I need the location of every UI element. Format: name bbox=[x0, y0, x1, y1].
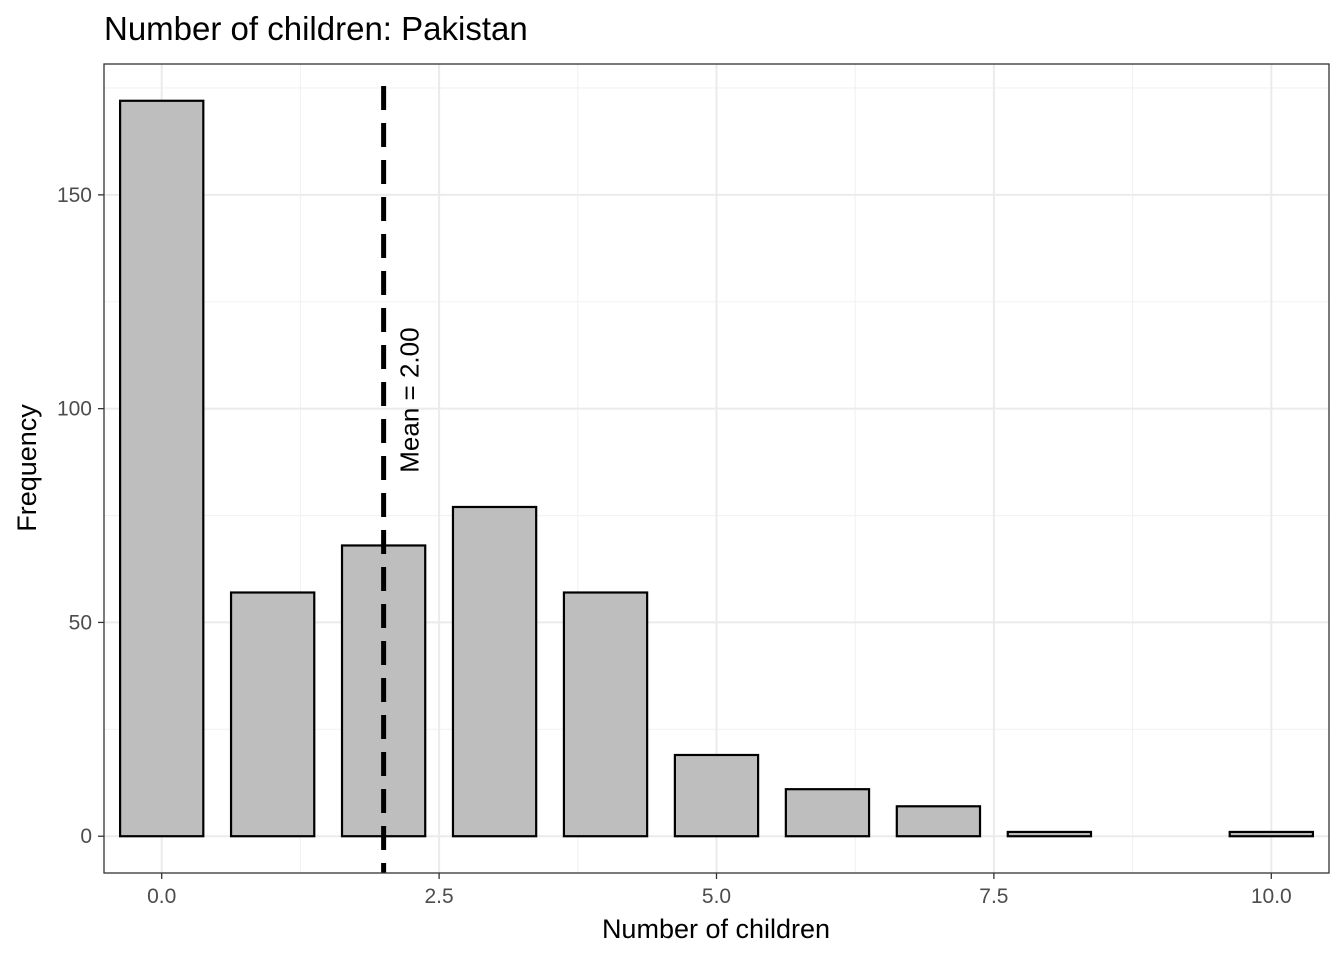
x-tick-label: 7.5 bbox=[979, 885, 1008, 908]
y-axis-title: Frequency bbox=[12, 404, 42, 532]
histogram-bar bbox=[451, 505, 538, 838]
chart-title: Number of children: Pakistan bbox=[104, 10, 528, 47]
x-axis-title: Number of children bbox=[602, 914, 830, 944]
histogram-bar bbox=[562, 591, 649, 838]
histogram-bar bbox=[784, 788, 871, 838]
y-tick-label: 150 bbox=[57, 184, 92, 207]
x-tick-label: 5.0 bbox=[702, 885, 731, 908]
histogram-bar bbox=[895, 805, 982, 838]
x-tick-label: 2.5 bbox=[424, 885, 453, 908]
histogram-bar bbox=[673, 753, 760, 838]
y-tick-label: 100 bbox=[57, 398, 92, 421]
y-tick-label: 50 bbox=[69, 611, 92, 634]
mean-annotation: Mean = 2.00 bbox=[381, 86, 425, 873]
histogram-bar bbox=[1228, 830, 1315, 838]
histogram-bar bbox=[1006, 830, 1093, 838]
y-tick-label: 0 bbox=[80, 825, 92, 848]
mean-label: Mean = 2.00 bbox=[395, 327, 425, 472]
histogram-bar bbox=[229, 591, 316, 838]
bars bbox=[118, 99, 1315, 838]
y-axis-ticks: 0 50 100 150 bbox=[57, 184, 104, 848]
x-tick-label: 0.0 bbox=[147, 885, 176, 908]
x-tick-label: 10.0 bbox=[1251, 885, 1292, 908]
x-axis-ticks: 0.0 2.5 5.0 7.5 10.0 bbox=[147, 873, 1292, 908]
histogram-bar bbox=[118, 99, 205, 838]
